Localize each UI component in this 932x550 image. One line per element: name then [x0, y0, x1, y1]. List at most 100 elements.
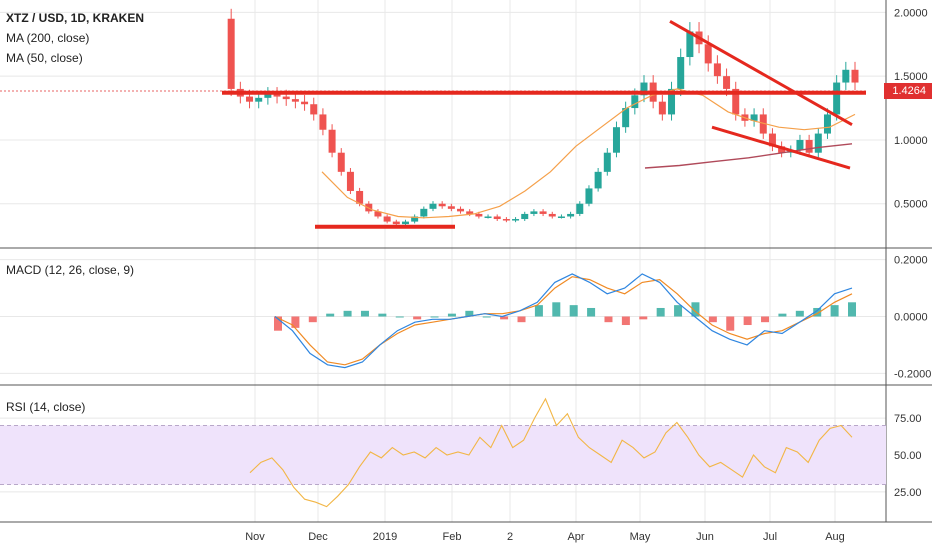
- candle-body: [548, 213, 556, 217]
- macd-histogram-bar: [587, 307, 596, 317]
- macd-line: [274, 273, 853, 369]
- candle-body: [466, 211, 474, 214]
- macd-histogram-bar: [378, 313, 387, 317]
- macd-histogram-bar: [813, 307, 822, 317]
- candle-body: [310, 104, 318, 115]
- x-tick-label: Apr: [567, 531, 584, 543]
- candle-body: [484, 216, 492, 218]
- x-tick-label: Jun: [696, 531, 714, 543]
- candle-body: [732, 88, 740, 115]
- candle-body: [576, 203, 584, 214]
- price-axis-tick: 1.5000: [894, 71, 928, 83]
- macd-histogram-bar: [500, 316, 509, 320]
- x-tick-label: Feb: [443, 531, 462, 543]
- candle-body: [823, 114, 831, 134]
- macd-histogram-bar: [708, 316, 717, 323]
- candle-body: [282, 96, 290, 100]
- rsi-axis-tick: 50.00: [894, 450, 922, 462]
- x-tick-label: 2: [507, 531, 513, 543]
- x-tick-label: 2019: [373, 531, 397, 543]
- wedge-lower-trendline: [711, 125, 851, 170]
- candle-body: [227, 18, 235, 89]
- candle-body: [438, 203, 446, 207]
- macd-axis-tick: 0.0000: [894, 312, 928, 324]
- macd-histogram-bar: [656, 307, 665, 317]
- candle-body: [328, 129, 336, 153]
- symbol-legend: XTZ / USD, 1D, KRAKEN: [6, 11, 145, 25]
- macd-histogram-bar: [274, 316, 282, 331]
- candle-body: [273, 94, 281, 97]
- candle-body: [521, 213, 529, 220]
- candle-body: [356, 190, 364, 204]
- macd-histogram-bar: [308, 316, 317, 323]
- candle-body: [805, 139, 813, 153]
- candle-body: [567, 213, 575, 217]
- candle-body: [796, 139, 804, 151]
- candle-body: [255, 97, 263, 102]
- price-axis-tick: 0.5000: [894, 199, 928, 211]
- macd-histogram-bar: [430, 316, 439, 318]
- candle-body: [704, 44, 712, 64]
- candle-body: [301, 101, 309, 105]
- candle-body: [337, 152, 345, 172]
- macd-histogram-bar: [395, 316, 404, 318]
- candle-body: [493, 216, 501, 220]
- price-axis-tick: 2.0000: [894, 7, 928, 19]
- macd-histogram-bar: [761, 316, 770, 323]
- macd-histogram-bar: [848, 302, 856, 317]
- candle-body: [603, 152, 611, 172]
- candle-body: [612, 127, 620, 153]
- candle-body: [658, 101, 666, 115]
- ma50-line: [321, 88, 856, 219]
- candle-body: [778, 146, 786, 153]
- macd-histogram-bar: [326, 313, 335, 317]
- macd-histogram-bar: [830, 305, 839, 317]
- macd-histogram-bar: [291, 316, 300, 328]
- macd-histogram-bar: [621, 316, 630, 326]
- candle-body: [640, 82, 648, 96]
- macd-histogram-bar: [691, 302, 700, 317]
- candle-body: [291, 99, 299, 102]
- candle-body: [814, 133, 822, 153]
- macd-histogram-bar: [447, 313, 456, 317]
- candle-body: [585, 188, 593, 204]
- macd-histogram-bar: [795, 310, 804, 317]
- macd-histogram-bar: [482, 316, 491, 318]
- macd-histogram-bar: [465, 310, 474, 317]
- candle-body: [475, 213, 483, 217]
- ma200-line: [644, 143, 853, 169]
- candle-body: [246, 96, 254, 102]
- macd-histogram-bar: [726, 316, 735, 331]
- macd-histogram-bar: [743, 316, 752, 326]
- x-tick-label: Dec: [308, 531, 328, 543]
- macd-histogram-bar: [674, 305, 683, 317]
- rsi-axis-tick: 25.00: [894, 487, 922, 499]
- ma50-legend: MA (50, close): [6, 51, 83, 65]
- candle-body: [539, 211, 547, 214]
- candle-body: [713, 63, 721, 77]
- candle-body: [429, 203, 437, 209]
- macd-histogram-bar: [413, 316, 422, 320]
- candle-body: [842, 69, 850, 83]
- candle-body: [447, 206, 455, 209]
- rsi-legend: RSI (14, close): [6, 400, 86, 414]
- macd-legend: MACD (12, 26, close, 9): [6, 263, 135, 277]
- macd-histogram-bar: [343, 310, 352, 317]
- macd-histogram-bar: [517, 316, 526, 323]
- candle-body: [502, 219, 510, 221]
- candle-body: [594, 171, 602, 189]
- price-axis-tick: 1.0000: [894, 135, 928, 147]
- candle-body: [631, 95, 639, 109]
- ma200-legend: MA (200, close): [6, 31, 90, 45]
- candle-body: [401, 221, 409, 225]
- macd-histogram-bar: [569, 305, 578, 317]
- x-tick-label: May: [630, 531, 651, 543]
- rsi-axis-tick: 75.00: [894, 413, 922, 425]
- last-price-tag: 1.4264: [884, 83, 932, 99]
- candle-body: [374, 211, 382, 217]
- candle-body: [768, 133, 776, 147]
- candle-body: [530, 211, 538, 214]
- macd-histogram-bar: [604, 316, 613, 323]
- candle-body: [512, 219, 520, 221]
